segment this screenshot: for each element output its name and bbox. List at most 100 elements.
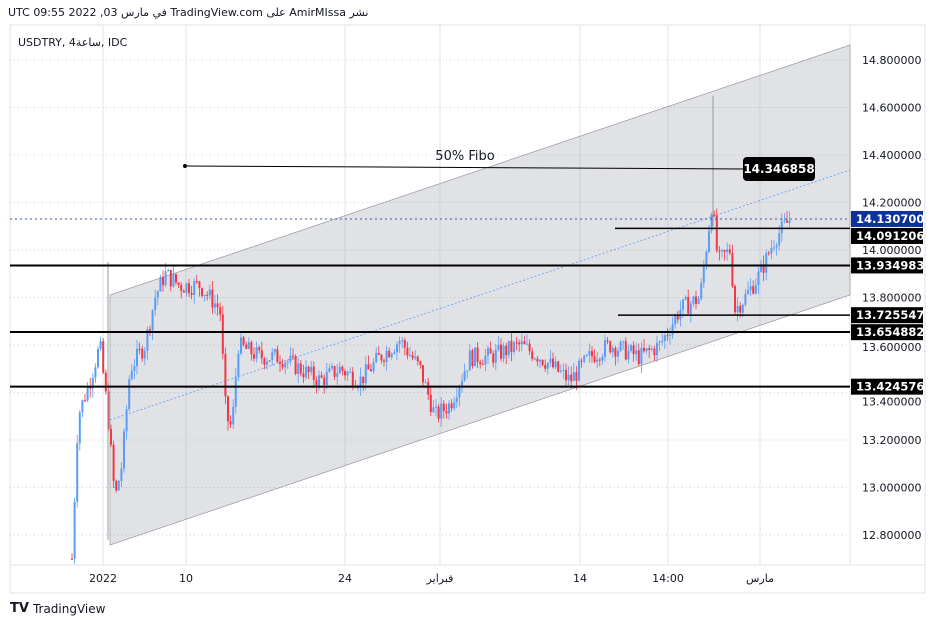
candle-body (689, 303, 692, 314)
candle-body (567, 374, 570, 381)
candle-body (497, 344, 500, 350)
candle-body (401, 340, 404, 342)
candle-body (663, 335, 666, 341)
candle-body (546, 362, 549, 369)
candle-body (744, 293, 747, 305)
candle-body (450, 403, 453, 409)
candle-body (718, 250, 721, 252)
candle-body (250, 342, 253, 355)
candle-body (749, 286, 752, 291)
price-label: 13.424576 (856, 380, 924, 394)
candle-body (617, 350, 619, 357)
candle-body (390, 353, 393, 358)
candle-body (71, 558, 73, 560)
candle-body (188, 283, 190, 294)
candle-body (164, 271, 167, 286)
candle-body (385, 350, 388, 362)
candle-body (715, 215, 718, 251)
candle-body (94, 367, 97, 378)
candle-body (588, 351, 591, 355)
candle-body (523, 341, 526, 345)
candle-body (645, 348, 648, 352)
candle-body (702, 266, 705, 283)
candle-body (271, 352, 274, 361)
candle-body (247, 342, 250, 349)
y-tick-label: 14.600000 (862, 102, 922, 115)
candle-body (372, 361, 375, 372)
fibo-line (184, 165, 746, 170)
candle-body (141, 348, 144, 359)
candle-body (167, 270, 170, 272)
candle-body (760, 264, 762, 272)
y-tick-label: 13.200000 (862, 434, 922, 447)
y-tick-label: 13.800000 (862, 292, 922, 305)
brand-text: TradingView (32, 601, 106, 616)
candle-body (312, 366, 315, 381)
current-price-box (851, 210, 923, 227)
candle-body (216, 303, 219, 308)
candle-body (528, 343, 531, 352)
candle-body (575, 372, 578, 381)
candle-body (193, 281, 196, 295)
candle-body (78, 412, 81, 444)
candle-body (104, 372, 107, 392)
candle-body (484, 355, 487, 365)
candle-body (289, 355, 292, 362)
price-label-box (851, 227, 923, 244)
candle-body (276, 349, 279, 363)
candle-body (448, 403, 450, 414)
candle-body (609, 341, 612, 353)
candle-body (76, 443, 79, 502)
candle-body (375, 352, 378, 362)
candle-body (559, 370, 562, 372)
candle-body (583, 355, 586, 362)
candle-body (424, 382, 427, 384)
candle-body (97, 348, 99, 368)
candle-body (635, 350, 638, 355)
candle-body (336, 373, 339, 377)
candle-body (367, 364, 370, 370)
candle-body (762, 264, 765, 273)
candle-body (643, 347, 645, 352)
candle-body (411, 355, 414, 359)
candle-body (598, 359, 601, 361)
candle-body (541, 359, 544, 366)
candle-body (728, 249, 731, 254)
candle-body (695, 296, 697, 304)
candle-body (190, 293, 193, 295)
candle-body (156, 291, 159, 298)
candle-body (120, 468, 123, 481)
candle-body (624, 341, 627, 360)
candle-body (359, 376, 362, 388)
candle-body (266, 361, 268, 365)
candle-body (536, 358, 539, 362)
candle-body (383, 360, 385, 362)
candle-body (604, 340, 606, 357)
candle-body (227, 396, 229, 422)
candle-body (320, 375, 323, 378)
candle-body (640, 347, 643, 365)
candle-body (505, 345, 508, 356)
candle-body (539, 359, 541, 362)
candle-body (284, 362, 287, 368)
candle-body (346, 371, 349, 376)
candle-body (380, 354, 383, 361)
candle-body (414, 356, 417, 359)
candle-body (396, 344, 398, 353)
candle-body (622, 341, 625, 343)
candle-body (500, 344, 502, 359)
candle-body (84, 400, 86, 402)
candle-body (432, 407, 435, 413)
price-label-box (851, 307, 923, 324)
candle-body (307, 366, 310, 373)
candle-body (721, 250, 723, 252)
candle-body (341, 366, 344, 371)
candle-body (263, 358, 266, 365)
candle-body (185, 283, 188, 293)
price-label: 14.091206 (856, 229, 924, 243)
candle-body (302, 373, 305, 378)
candle-body (86, 386, 89, 401)
candle-body (723, 250, 726, 253)
candle-body (81, 400, 84, 413)
